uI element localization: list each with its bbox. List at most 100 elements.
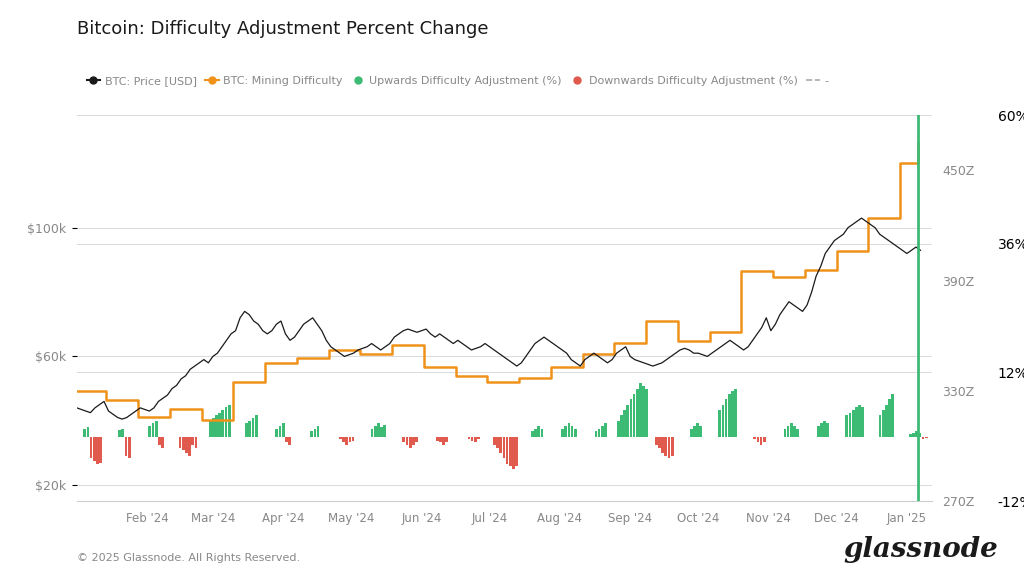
Bar — [879, 415, 882, 437]
Bar — [909, 434, 911, 437]
Bar — [374, 426, 377, 437]
Bar — [90, 437, 92, 458]
Bar — [351, 437, 354, 441]
Bar — [316, 426, 319, 437]
Bar — [380, 427, 383, 437]
Text: Bitcoin: Difficulty Adjustment Percent Change: Bitcoin: Difficulty Adjustment Percent C… — [77, 20, 488, 38]
Bar — [598, 429, 600, 437]
Bar — [342, 437, 345, 442]
Bar — [693, 426, 695, 437]
Bar — [313, 429, 316, 437]
Bar — [161, 437, 164, 448]
Bar — [474, 437, 476, 442]
Bar — [826, 423, 829, 437]
Bar — [152, 423, 155, 437]
Bar — [561, 429, 564, 437]
Bar — [624, 410, 626, 437]
Bar — [690, 429, 692, 437]
Bar — [925, 437, 928, 438]
Bar — [249, 420, 251, 437]
Bar — [790, 423, 793, 437]
Bar — [728, 394, 731, 437]
Bar — [760, 437, 763, 445]
Bar — [191, 437, 195, 445]
Bar — [500, 437, 502, 453]
Bar — [645, 389, 648, 437]
Bar — [846, 415, 848, 437]
Bar — [209, 420, 212, 437]
Bar — [125, 437, 127, 456]
Bar — [630, 399, 632, 437]
Bar — [188, 437, 190, 456]
Bar — [633, 394, 636, 437]
Bar — [96, 437, 98, 464]
Bar — [852, 410, 854, 437]
Bar — [912, 433, 914, 437]
Bar — [285, 437, 288, 442]
Bar — [601, 426, 604, 437]
Bar — [477, 437, 480, 439]
Bar — [892, 394, 894, 437]
Bar — [882, 410, 885, 437]
Bar — [255, 415, 258, 437]
Bar — [371, 429, 374, 437]
Bar — [497, 437, 499, 448]
Bar — [415, 437, 418, 442]
Bar — [515, 437, 518, 467]
Bar — [570, 426, 573, 437]
Bar — [215, 415, 218, 437]
Bar — [128, 437, 130, 458]
Bar — [178, 437, 181, 448]
Bar — [662, 437, 664, 453]
Bar — [665, 437, 668, 456]
Bar — [224, 407, 227, 437]
Bar — [195, 437, 198, 448]
Bar — [87, 427, 89, 437]
Bar — [642, 386, 645, 437]
Bar — [541, 429, 544, 437]
Bar — [377, 423, 380, 437]
Bar — [734, 389, 737, 437]
Bar — [564, 426, 567, 437]
Bar — [620, 415, 623, 437]
Text: glassnode: glassnode — [844, 536, 998, 563]
Bar — [699, 426, 702, 437]
Bar — [406, 437, 409, 445]
Bar — [888, 399, 891, 437]
Bar — [412, 437, 415, 445]
Bar — [288, 437, 291, 445]
Bar — [915, 431, 918, 437]
Bar — [616, 420, 620, 437]
Bar — [820, 423, 822, 437]
Bar — [182, 437, 184, 450]
Bar — [83, 429, 86, 437]
Bar — [445, 437, 449, 442]
Bar — [861, 407, 864, 437]
Bar — [185, 437, 187, 453]
Bar — [855, 407, 858, 437]
Bar — [763, 437, 766, 442]
Bar — [99, 437, 102, 463]
Bar — [119, 430, 121, 437]
Bar — [279, 426, 282, 437]
Bar — [506, 437, 508, 464]
Bar — [793, 426, 796, 437]
Bar — [786, 426, 790, 437]
Bar — [442, 437, 444, 445]
Bar — [436, 437, 438, 441]
Bar — [696, 423, 699, 437]
Bar — [658, 437, 660, 448]
Bar — [757, 437, 759, 442]
Bar — [797, 429, 799, 437]
Bar — [722, 404, 724, 437]
Bar — [212, 418, 215, 437]
Bar — [439, 437, 441, 442]
Bar — [604, 423, 607, 437]
Bar — [535, 429, 537, 437]
Bar — [468, 437, 470, 439]
Bar — [512, 437, 515, 469]
Bar — [531, 431, 534, 437]
Bar — [783, 429, 786, 437]
Bar — [509, 437, 512, 467]
Bar — [155, 420, 158, 437]
